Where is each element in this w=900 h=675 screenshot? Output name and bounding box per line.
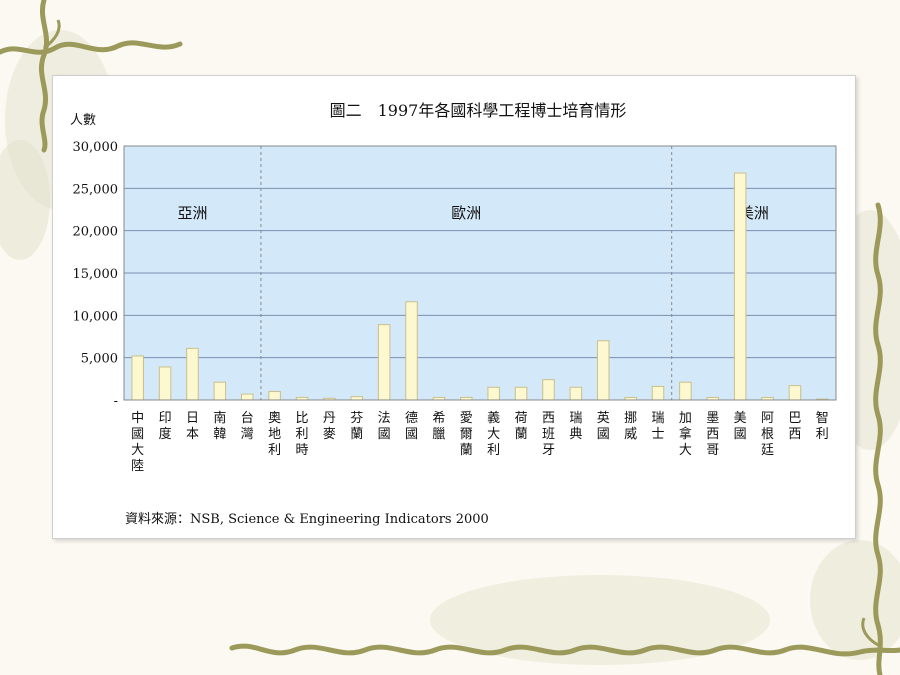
- x-tick-label: 愛爾蘭: [460, 411, 473, 458]
- bar: [350, 396, 364, 401]
- y-tick-label: 10,000: [73, 309, 119, 324]
- x-tick-label: 希臘: [432, 411, 445, 442]
- x-tick-label: 智利: [816, 411, 829, 442]
- x-tick-label: 挪威: [624, 411, 637, 442]
- plot-border: [123, 145, 837, 401]
- bar: [487, 386, 500, 401]
- bar: [213, 381, 227, 401]
- bar: [542, 379, 555, 401]
- x-tick-label: 台灣: [241, 411, 254, 442]
- x-tick-label: 荷蘭: [515, 411, 528, 442]
- region-label: 亞洲: [177, 204, 207, 222]
- bar: [268, 391, 281, 401]
- bar: [788, 385, 802, 401]
- bar: [131, 355, 144, 401]
- x-tick-label: 瑞典: [569, 411, 582, 442]
- y-axis-label: 人數: [70, 113, 96, 128]
- y-tick-label: -: [114, 394, 118, 409]
- x-tick-label: 義大利: [487, 410, 500, 458]
- x-tick-label: 中國大陸: [131, 411, 144, 474]
- x-tick-label: 西班牙: [542, 411, 555, 458]
- x-tick-label: 阿根廷: [761, 411, 774, 458]
- bar: [405, 301, 418, 401]
- x-tick-label: 墨西哥: [706, 411, 719, 458]
- chart-card: 圖二 1997年各國科學工程博士培育情形 人數 - 5,000 10,000 15,0…: [52, 75, 856, 539]
- x-tick-label: 奧地利: [268, 411, 281, 458]
- bar: [569, 386, 583, 401]
- y-tick-label: 15,000: [73, 267, 119, 282]
- bar: [596, 340, 610, 401]
- bar: [377, 324, 391, 401]
- x-tick-label: 南韓: [213, 410, 226, 442]
- bar: [240, 393, 254, 401]
- bar: [651, 385, 665, 401]
- region-label: 歐洲: [451, 204, 481, 222]
- x-tick-label: 丹麥: [323, 411, 336, 442]
- y-tick-label: 30,000: [73, 140, 119, 155]
- bar-chart: 圖二 1997年各國科學工程博士培育情形 人數 - 5,000 10,000 15,0…: [70, 101, 837, 474]
- x-tick-label: 法國: [378, 411, 391, 442]
- y-tick-label: 5,000: [81, 352, 118, 367]
- x-tick-label: 芬蘭: [350, 411, 363, 442]
- source-note: 資料來源：NSB, Science & Engineering Indicato…: [125, 512, 489, 527]
- x-tick-label: 巴西: [788, 411, 801, 442]
- y-tick-label: 20,000: [73, 225, 119, 240]
- x-tick-label: 美國: [734, 411, 747, 442]
- bar: [733, 172, 747, 401]
- x-tick-label: 印度: [159, 411, 172, 442]
- bar: [514, 386, 528, 401]
- x-tick-label: 比利時: [295, 411, 308, 458]
- y-tick-label: 25,000: [73, 182, 119, 197]
- x-tick-label: 德國: [405, 411, 418, 442]
- x-tick-label: 英國: [597, 411, 610, 442]
- x-tick-label: 加拿大: [679, 411, 692, 458]
- bar: [158, 366, 172, 401]
- chart-title: 圖二 1997年各國科學工程博士培育情形: [330, 101, 627, 120]
- bar: [186, 347, 199, 401]
- x-tick-label: 瑞士: [651, 411, 664, 442]
- bar: [679, 381, 692, 401]
- x-tick-label: 日本: [186, 411, 199, 442]
